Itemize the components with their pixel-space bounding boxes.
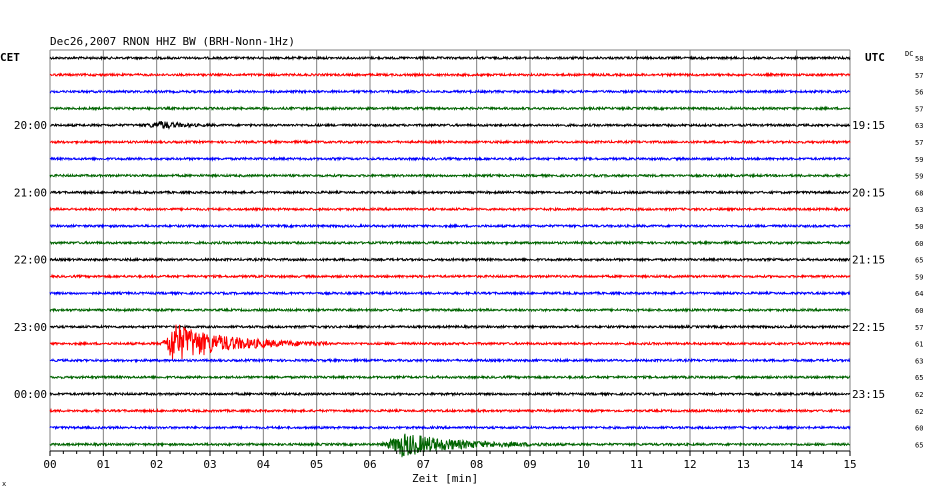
x-axis-label: Zeit [min]	[412, 472, 478, 485]
dc-value: 57	[915, 72, 923, 80]
grid	[49, 49, 851, 451]
trace-line	[49, 54, 851, 61]
dc-value: 58	[915, 55, 923, 63]
trace-line	[49, 424, 851, 431]
right-hour-label: 19:15	[852, 119, 885, 132]
trace-line	[49, 105, 851, 112]
left-hour-label: 00:00	[14, 388, 47, 401]
x-tick-label: 06	[363, 458, 376, 471]
trace-line	[49, 155, 851, 162]
trace-line	[49, 256, 851, 263]
dc-values: 58 57 56 57 63 57 59 59 68 63 50 60 65 59 64 60 57 61 63 65…	[915, 55, 923, 449]
dc-value: 56	[915, 89, 923, 97]
x-tick-label: 05	[310, 458, 323, 471]
trace-line	[49, 290, 851, 297]
left-timezone-label: CET	[0, 51, 20, 64]
dc-value: 63	[915, 206, 923, 214]
left-hour-label: 22:00	[14, 254, 47, 267]
dc-value: 68	[915, 189, 923, 197]
x-tick-label: 08	[470, 458, 483, 471]
right-timezone-label: UTC	[865, 51, 885, 64]
dc-value: 59	[915, 156, 923, 164]
trace-line	[49, 391, 851, 398]
trace-line	[49, 273, 851, 280]
dc-value: 50	[915, 223, 923, 231]
trace-line	[49, 139, 851, 145]
x-tick-label: 07	[417, 458, 430, 471]
dc-value: 57	[915, 105, 923, 113]
dc-value: 65	[915, 441, 923, 449]
trace-line	[49, 407, 851, 414]
trace-line	[49, 189, 851, 196]
dc-value: 59	[915, 173, 923, 181]
x-tick-label: 01	[97, 458, 110, 471]
right-hour-labels: 19:15 20:15 21:15 22:15 23:15	[852, 119, 885, 401]
dc-value: 60	[915, 307, 923, 315]
dc-value: 62	[915, 408, 923, 416]
right-hour-label: 22:15	[852, 321, 885, 334]
dc-value: 62	[915, 391, 923, 399]
right-hour-label: 21:15	[852, 254, 885, 267]
right-hour-label: 23:15	[852, 388, 885, 401]
dc-value: 63	[915, 357, 923, 365]
dc-value: 65	[915, 374, 923, 382]
dc-value: 60	[915, 425, 923, 433]
dc-value: 59	[915, 273, 923, 281]
dc-value: 64	[915, 290, 923, 298]
x-tick-label: 04	[257, 458, 271, 471]
trace-line	[49, 172, 851, 179]
x-tick-label: 09	[523, 458, 536, 471]
x-tick-label: 03	[203, 458, 216, 471]
x-axis: 00 01 02 03 04 05 06 07 08 09 10 11 12 13 14 15	[43, 450, 857, 471]
trace-line	[49, 120, 851, 130]
corner-mark: x	[2, 480, 6, 488]
trace-line	[49, 357, 851, 364]
dc-value: 65	[915, 257, 923, 265]
x-tick-label: 15	[843, 458, 856, 471]
trace-line	[49, 307, 851, 313]
trace-line	[49, 324, 851, 361]
left-hour-label: 23:00	[14, 321, 47, 334]
x-tick-label: 00	[43, 458, 56, 471]
left-hour-labels: 20:00 21:00 22:00 23:00 00:00	[14, 119, 47, 401]
trace-line	[49, 88, 851, 95]
trace-line	[49, 239, 851, 246]
x-tick-label: 11	[630, 458, 643, 471]
trace-line	[49, 206, 851, 213]
trace-line	[49, 374, 851, 381]
x-tick-label: 14	[790, 458, 804, 471]
right-hour-label: 20:15	[852, 186, 885, 199]
trace-line	[49, 323, 851, 330]
x-tick-label: 12	[683, 458, 696, 471]
dc-value: 60	[915, 240, 923, 248]
x-tick-label: 10	[577, 458, 590, 471]
left-hour-label: 21:00	[14, 186, 47, 199]
dc-value: 63	[915, 122, 923, 130]
x-tick-label: 13	[737, 458, 750, 471]
traces	[49, 54, 851, 458]
trace-line	[49, 433, 851, 458]
dc-label: DC	[905, 50, 913, 58]
dc-value: 61	[915, 341, 923, 349]
dc-value: 57	[915, 324, 923, 332]
chart-title: Dec26,2007 RNON HHZ BW (BRH-Nonn-1Hz)	[50, 35, 295, 48]
left-hour-label: 20:00	[14, 119, 47, 132]
trace-line	[49, 71, 851, 78]
x-tick-label: 02	[150, 458, 163, 471]
trace-line	[49, 223, 851, 230]
dc-value: 57	[915, 139, 923, 147]
